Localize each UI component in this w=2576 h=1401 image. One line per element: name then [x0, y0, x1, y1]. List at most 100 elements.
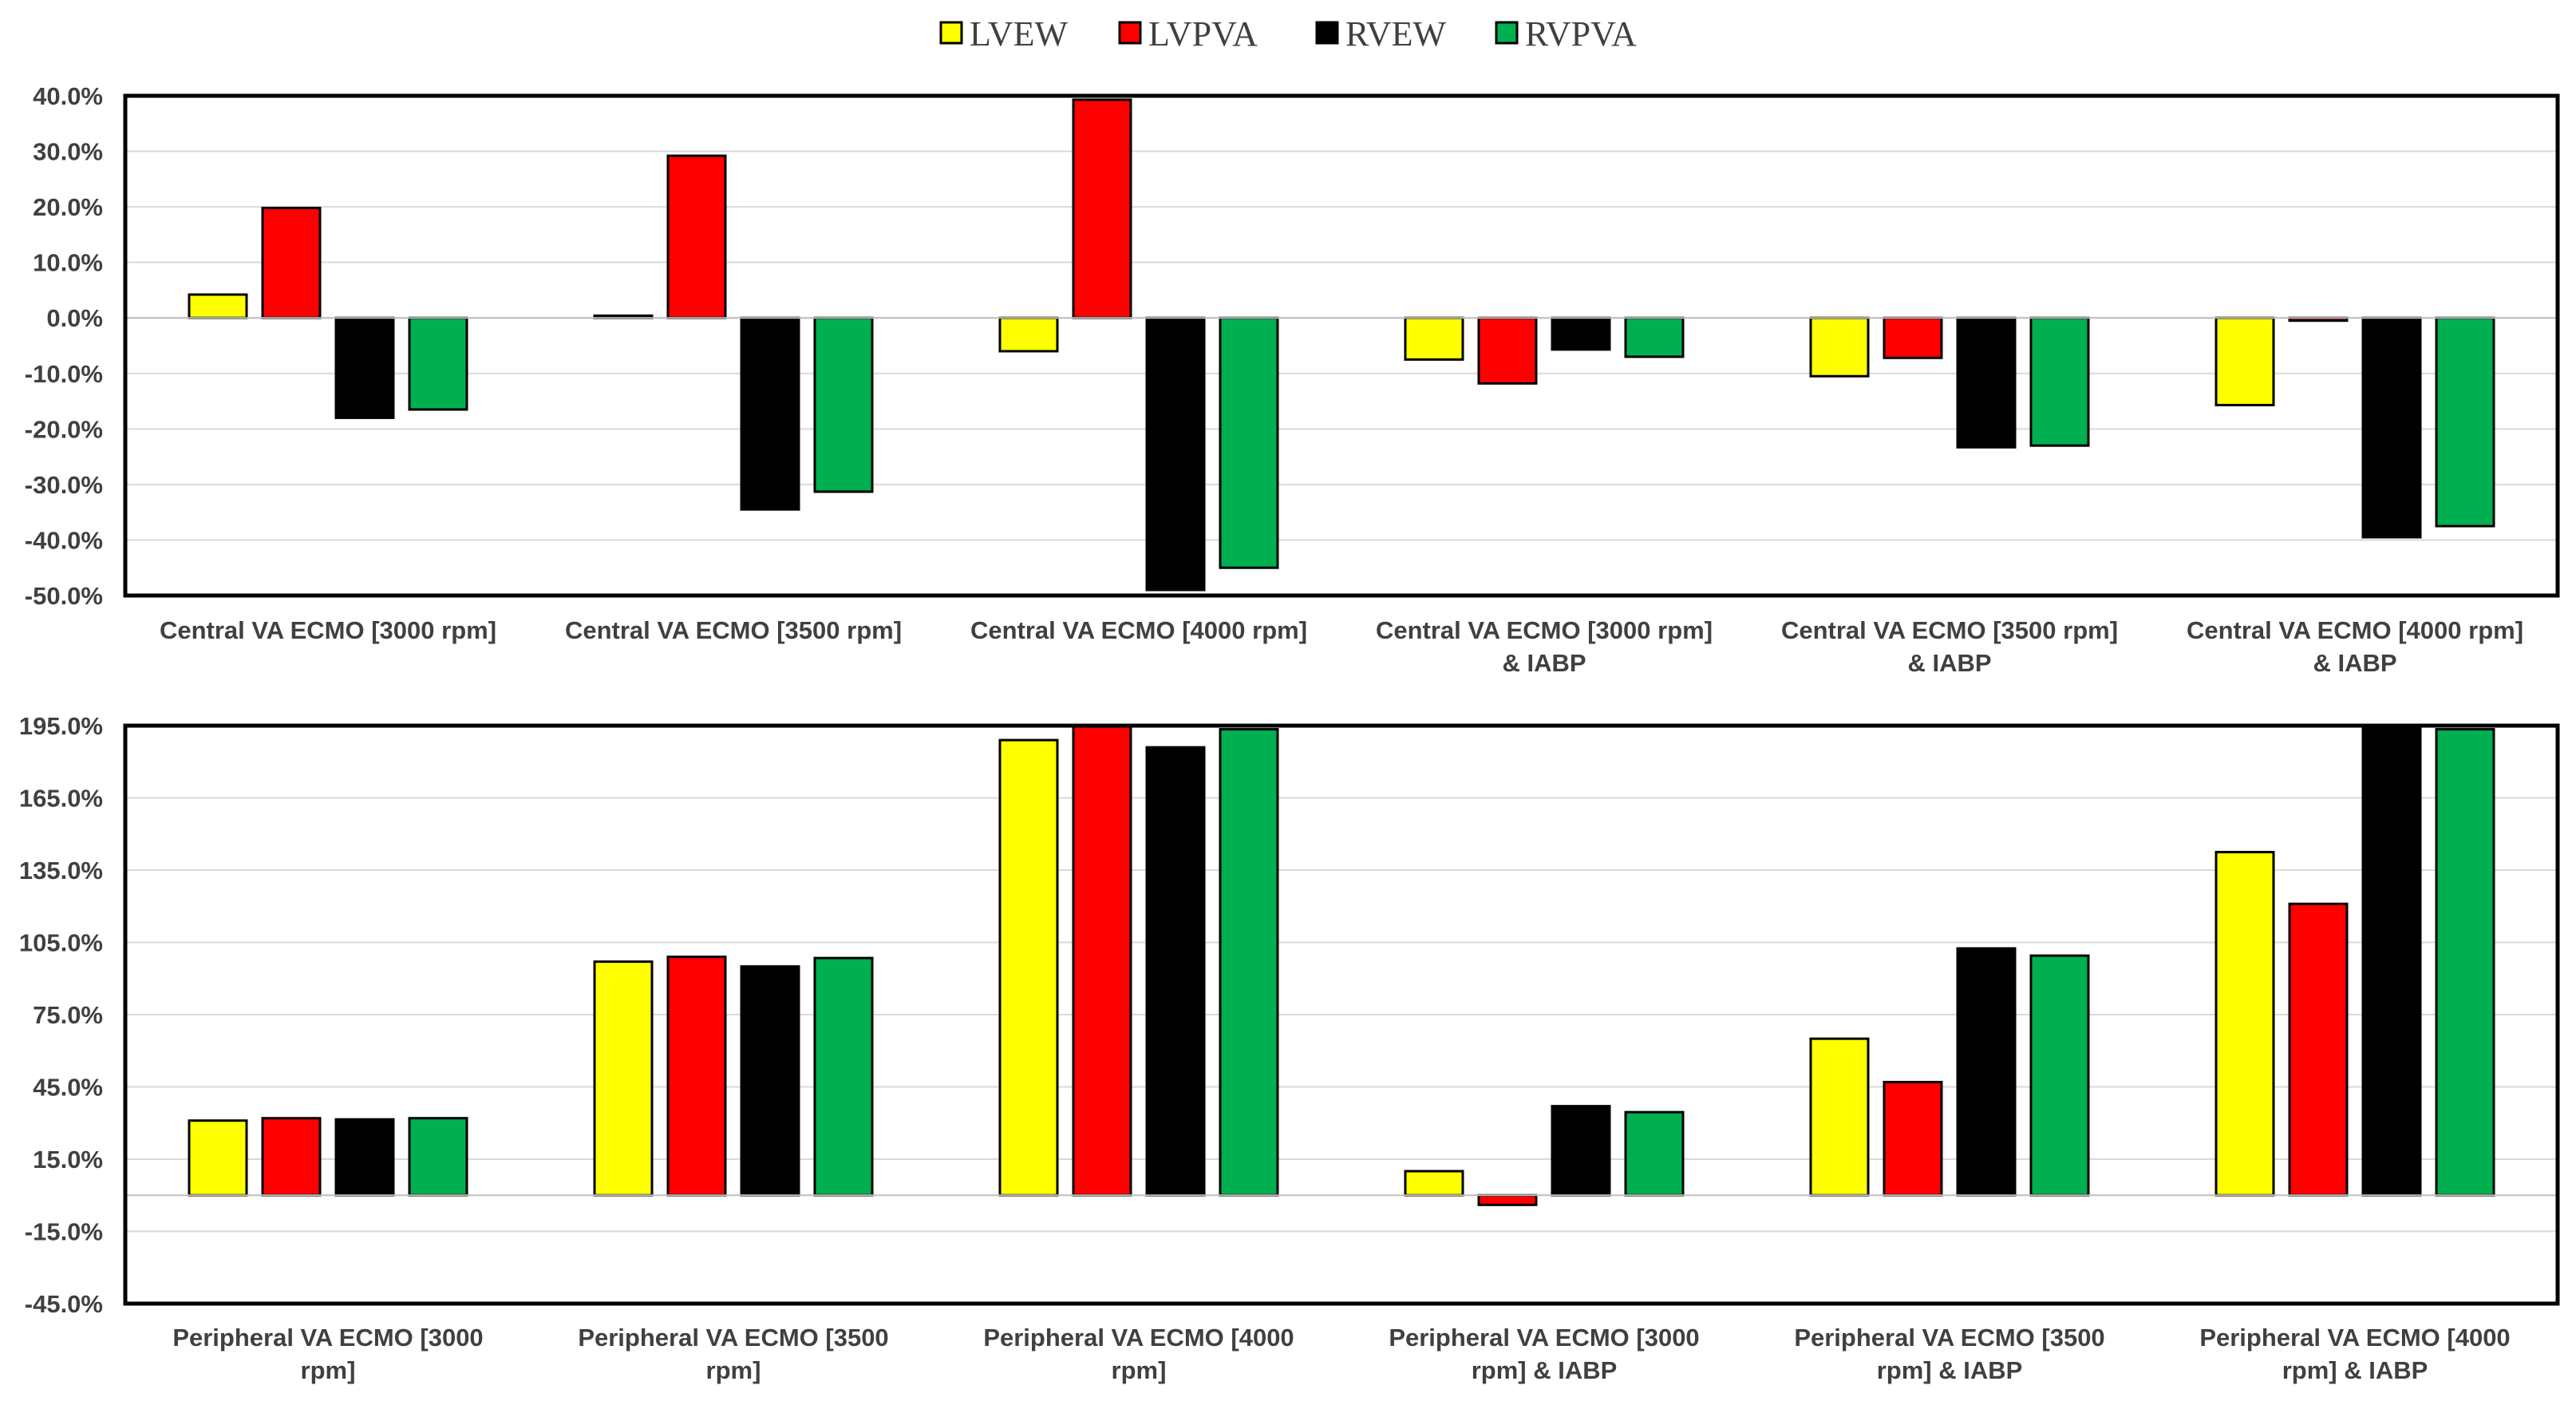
- legend-swatch-lvew: [939, 21, 963, 45]
- bar-rvew-5: [1956, 316, 2017, 449]
- bar-lvew-1: [188, 1119, 248, 1197]
- x-category-label: Peripheral VA ECMO [4000: [983, 1324, 1294, 1352]
- x-category-label: rpm] & IABP: [1472, 1356, 1618, 1384]
- bar-rvpva-2: [813, 316, 874, 493]
- central-ecmo-panel: 40.0% 30.0% 20.0% 10.0% 0.0% -10.0% -20.0% -30.…: [25, 82, 2560, 677]
- bar-lvpva-1: [261, 1117, 322, 1197]
- bar-lvpva-6: [2288, 902, 2349, 1197]
- bar-lvew-5: [1809, 316, 1870, 378]
- y-tick-label: 0.0%: [46, 304, 103, 332]
- x-category-label: Central VA ECMO [4000 rpm]: [2187, 616, 2523, 644]
- bar-lvew-5: [1809, 1037, 1870, 1197]
- bar-rvew-6: [2361, 724, 2422, 1197]
- legend: LVEW LVPVA RVEW RVPVA: [939, 14, 1637, 53]
- bar-rvpva-4: [1624, 1110, 1685, 1197]
- bar-rvew-4: [1551, 1105, 1611, 1197]
- x-category-label: rpm] & IABP: [1877, 1356, 2023, 1384]
- bar-lvpva-5: [1883, 316, 1943, 359]
- bar-lvew-3: [998, 738, 1059, 1197]
- bar-lvpva-4: [1477, 1193, 1538, 1206]
- plot-frame: [123, 723, 2560, 1306]
- bar-lvew-4: [1404, 1169, 1464, 1197]
- bar-lvpva-5: [1883, 1080, 1943, 1197]
- x-category-label: rpm]: [706, 1356, 761, 1384]
- x-category-label: Central VA ECMO [3500 rpm]: [565, 616, 902, 644]
- bar-rvew-1: [334, 1118, 395, 1197]
- x-category-label: Central VA ECMO [3000 rpm]: [1376, 616, 1713, 644]
- legend-swatch-lvpva: [1118, 21, 1142, 45]
- legend-label-rvew: RVEW: [1345, 14, 1446, 53]
- y-tick-label: 105.0%: [19, 929, 103, 957]
- bar-rvew-3: [1145, 316, 1206, 592]
- bar-lvpva-3: [1072, 724, 1132, 1197]
- bar-rvpva-5: [2029, 316, 2090, 447]
- bar-rvpva-3: [1219, 316, 1279, 569]
- y-tick-label: -40.0%: [25, 526, 103, 554]
- legend-swatch-rvpva: [1495, 21, 1519, 45]
- bar-lvew-2: [593, 960, 654, 1197]
- x-category-label: Peripheral VA ECMO [3500: [578, 1324, 888, 1352]
- y-tick-label: 45.0%: [33, 1074, 103, 1102]
- x-category-label: Central VA ECMO [3000 rpm]: [160, 616, 496, 644]
- x-category-label: & IABP: [2313, 649, 2396, 677]
- y-tick-label: 30.0%: [33, 138, 103, 166]
- legend-label-lvew: LVEW: [970, 14, 1068, 53]
- y-tick-label: -45.0%: [25, 1290, 103, 1318]
- x-category-label: rpm]: [1112, 1356, 1167, 1384]
- y-tick-label: 135.0%: [19, 857, 103, 885]
- bar-lvew-3: [998, 316, 1059, 353]
- bar-rvpva-2: [813, 956, 874, 1197]
- x-category-label: Central VA ECMO [4000 rpm]: [970, 616, 1307, 644]
- y-tick-label: 15.0%: [33, 1146, 103, 1173]
- bar-lvpva-3: [1072, 98, 1132, 319]
- bar-rvpva-5: [2029, 954, 2090, 1197]
- y-tick-label: 195.0%: [19, 712, 103, 740]
- bar-rvew-1: [334, 316, 395, 419]
- bar-lvpva-4: [1477, 316, 1538, 385]
- y-tick-label: 165.0%: [19, 785, 103, 813]
- bar-rvpva-6: [2435, 728, 2495, 1197]
- legend-swatch-rvew: [1315, 21, 1339, 45]
- x-category-label: Peripheral VA ECMO [4000: [2199, 1324, 2510, 1352]
- bar-rvpva-1: [408, 316, 468, 411]
- y-tick-label: 40.0%: [33, 82, 103, 110]
- y-tick-label: -10.0%: [25, 360, 103, 388]
- bar-lvew-6: [2214, 316, 2275, 406]
- bar-rvew-5: [1956, 947, 2017, 1197]
- bar-rvpva-6: [2435, 316, 2495, 528]
- bar-lvpva-2: [666, 956, 727, 1197]
- bar-rvpva-4: [1624, 316, 1685, 358]
- bar-rvew-2: [740, 316, 800, 511]
- bar-rvpva-3: [1219, 728, 1279, 1197]
- plot-frame: [123, 93, 2560, 598]
- x-category-label: & IABP: [1907, 649, 1991, 677]
- x-category-label: Peripheral VA ECMO [3000: [1389, 1324, 1699, 1352]
- x-category-label: rpm] & IABP: [2282, 1356, 2428, 1384]
- bar-rvew-2: [740, 965, 800, 1197]
- bar-rvew-3: [1145, 746, 1206, 1197]
- y-tick-label: 20.0%: [33, 193, 103, 221]
- y-tick-label: 75.0%: [33, 1001, 103, 1029]
- bar-lvew-4: [1404, 316, 1464, 361]
- y-tick-label: -30.0%: [25, 471, 103, 499]
- bar-rvpva-1: [408, 1117, 468, 1197]
- x-category-label: Peripheral VA ECMO [3000: [172, 1324, 483, 1352]
- x-category-label: Peripheral VA ECMO [3500: [1794, 1324, 2104, 1352]
- bar-lvpva-2: [666, 154, 727, 319]
- y-tick-label: -15.0%: [25, 1218, 103, 1246]
- bar-lvpva-1: [261, 207, 322, 319]
- bar-lvew-6: [2214, 850, 2275, 1197]
- x-category-label: rpm]: [301, 1356, 356, 1384]
- y-tick-label: -20.0%: [25, 415, 103, 443]
- y-tick-label: -50.0%: [25, 582, 103, 610]
- bar-rvew-4: [1551, 316, 1611, 351]
- x-category-label: & IABP: [1502, 649, 1586, 677]
- x-category-label: Central VA ECMO [3500 rpm]: [1781, 616, 2118, 644]
- peripheral-ecmo-panel: 195.0% 165.0% 135.0% 105.0% 75.0% 45.0% 15.0% -…: [19, 712, 2560, 1384]
- legend-label-rvpva: RVPVA: [1525, 14, 1637, 53]
- legend-label-lvpva: LVPVA: [1148, 14, 1258, 53]
- bar-lvew-1: [188, 293, 248, 319]
- y-tick-label: 10.0%: [33, 249, 103, 277]
- bar-rvew-6: [2361, 316, 2422, 539]
